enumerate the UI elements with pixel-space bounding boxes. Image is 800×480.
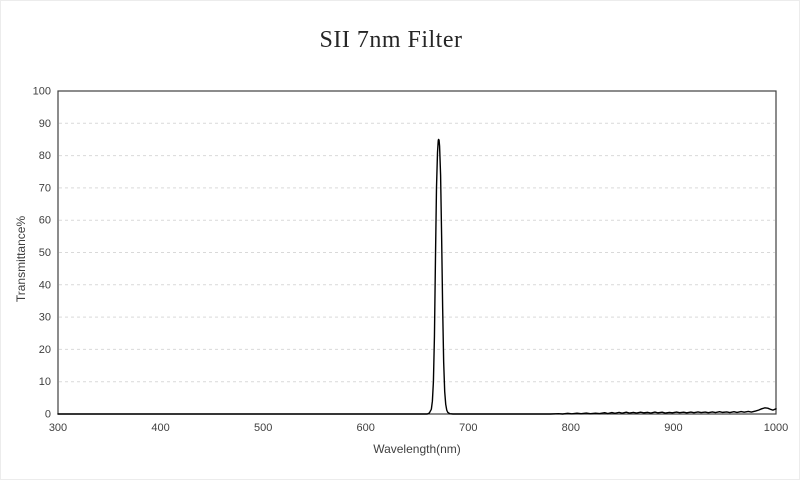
y-axis-label: Transmittance%: [14, 215, 28, 303]
y-tick-label: 10: [39, 376, 51, 388]
y-tick-label: 40: [39, 279, 51, 291]
x-tick-label: 800: [562, 422, 580, 434]
transmittance-curve: [57, 138, 777, 415]
x-tick-label: 400: [151, 422, 169, 434]
x-tick-label: 600: [357, 422, 375, 434]
y-tick-label: 90: [39, 118, 51, 130]
y-tick-label: 100: [33, 86, 51, 98]
x-tick-label: 500: [254, 422, 272, 434]
y-tick-label: 50: [39, 247, 51, 259]
x-tick-label: 700: [459, 422, 477, 434]
x-tick-label: 900: [664, 422, 682, 434]
y-tick-label: 20: [39, 344, 51, 356]
x-tick-label: 300: [49, 422, 67, 434]
y-tick-label: 0: [45, 409, 51, 421]
y-tick-label: 80: [39, 150, 51, 162]
y-tick-label: 60: [39, 215, 51, 227]
y-tick-label: 30: [39, 312, 51, 324]
x-axis-label: Wavelength(nm): [373, 442, 461, 456]
y-tick-label: 70: [39, 182, 51, 194]
plot-border: [57, 90, 777, 415]
chart-title: SII 7nm Filter: [319, 27, 463, 53]
x-tick-label: 1000: [764, 422, 788, 434]
